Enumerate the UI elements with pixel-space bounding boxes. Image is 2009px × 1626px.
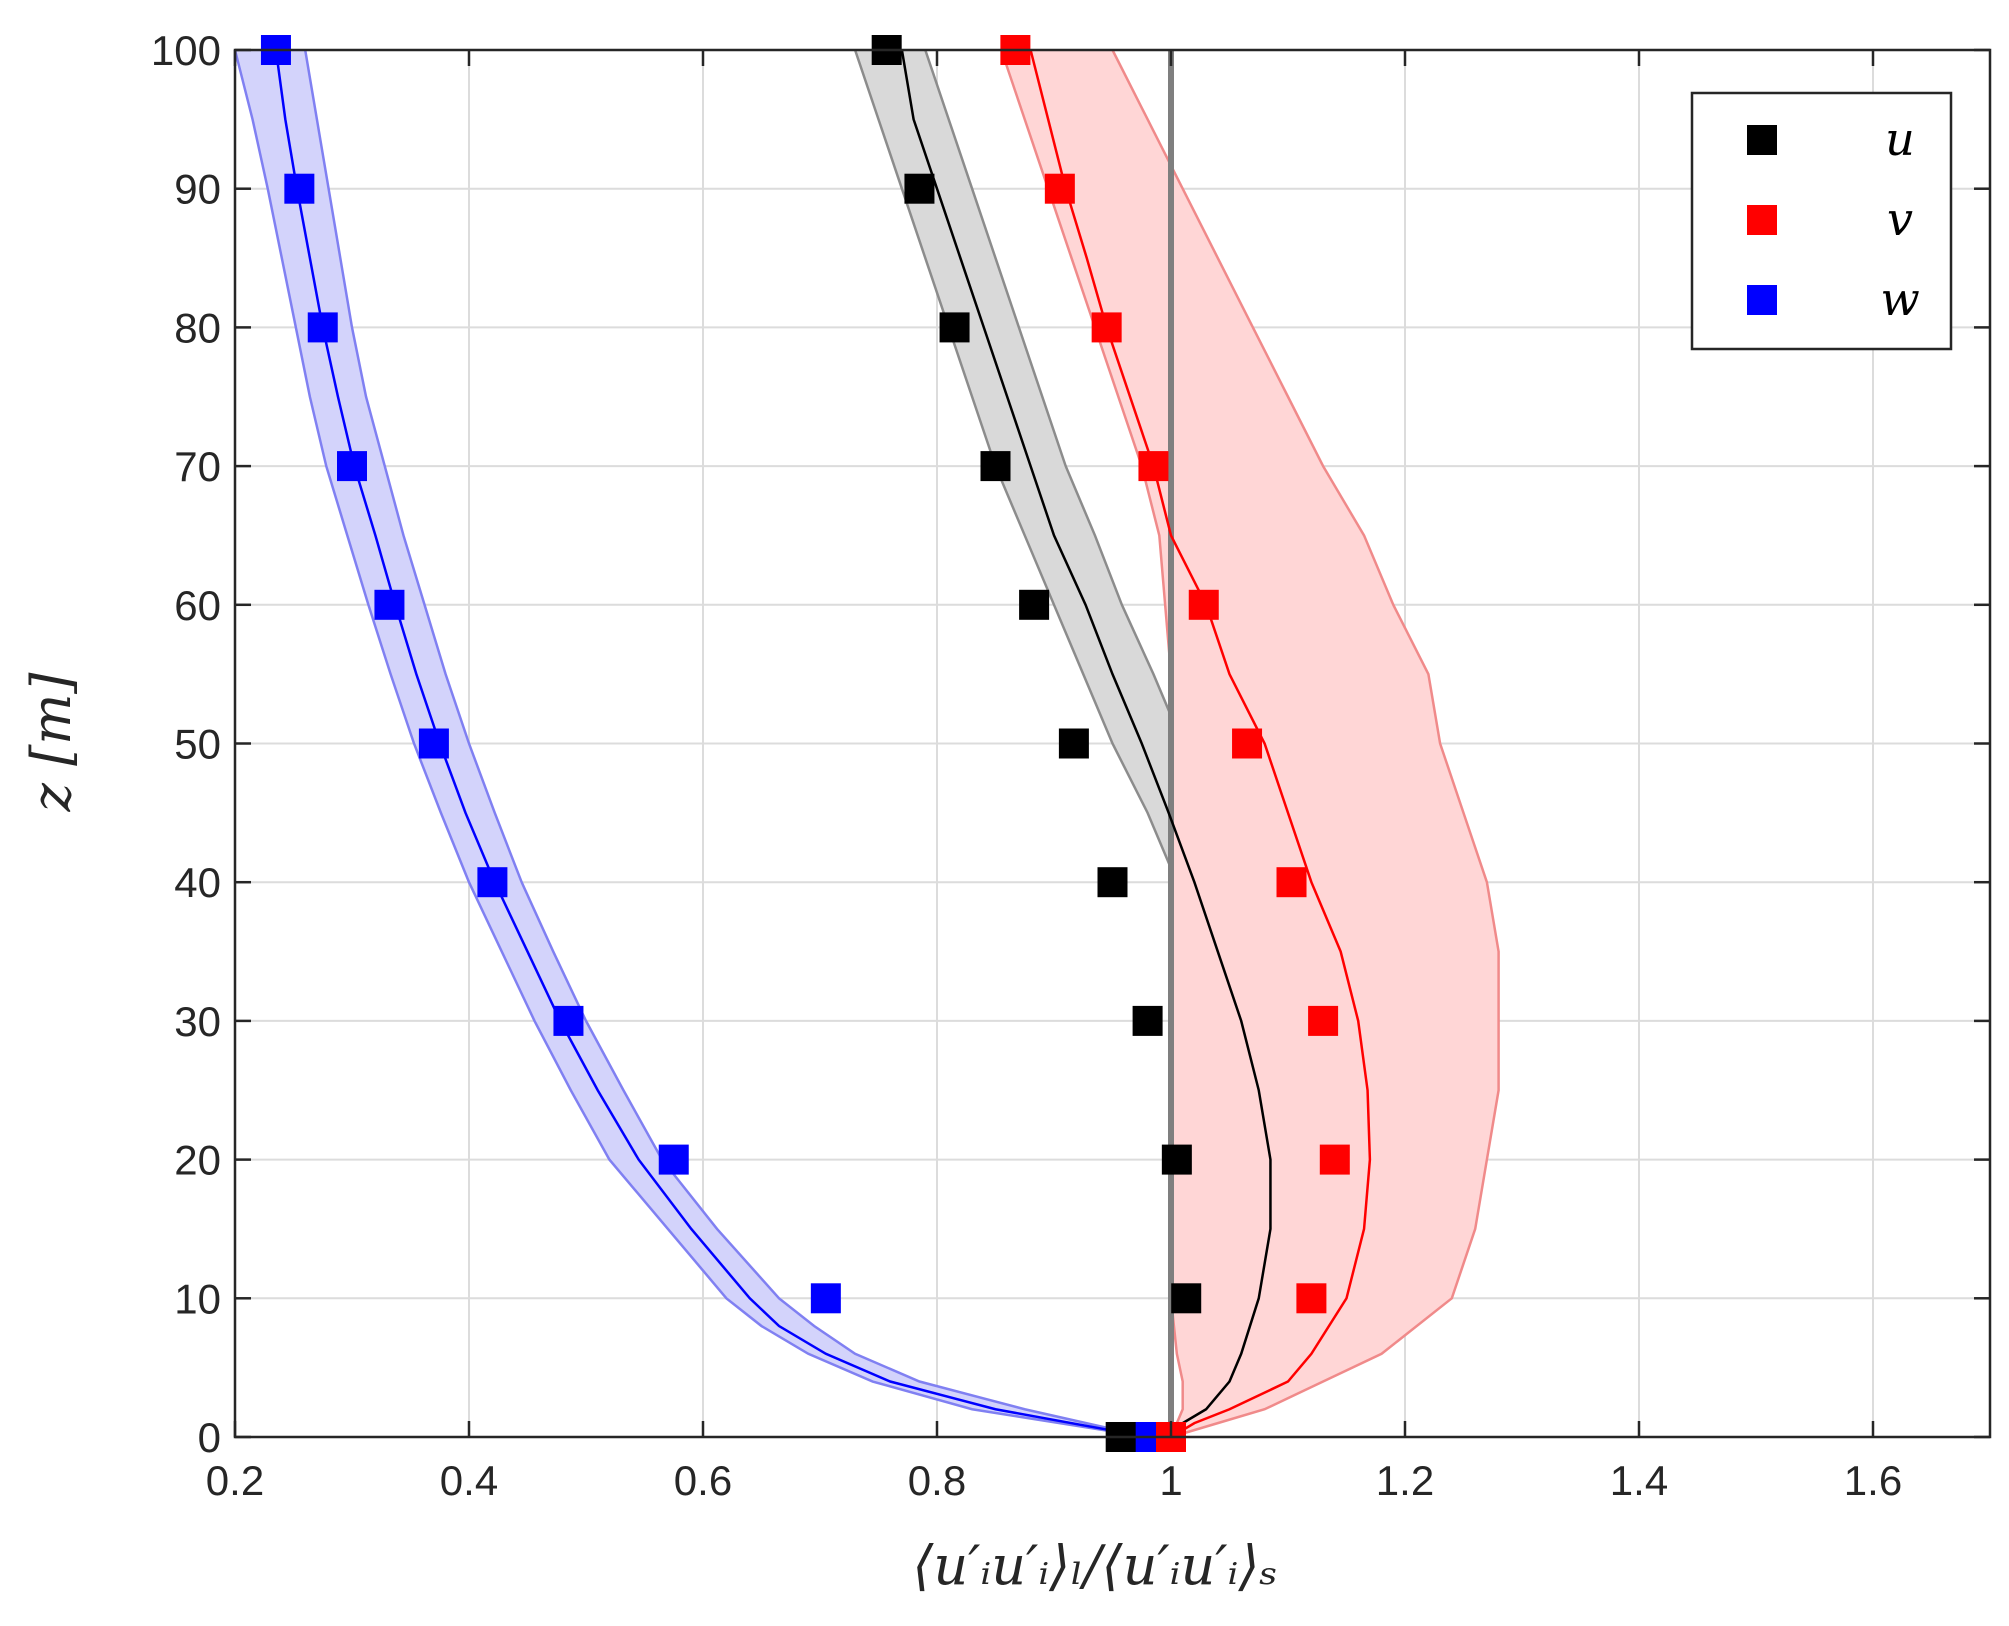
- marker-w-4: [477, 867, 508, 898]
- marker-u-3: [1132, 1005, 1163, 1036]
- legend-label-u: u: [1885, 112, 1915, 166]
- axes: [233, 48, 1992, 1439]
- legend: uvw: [1690, 91, 1953, 351]
- marker-v-6: [1188, 589, 1219, 620]
- y-tick-label-8: 80: [174, 304, 221, 351]
- band-upper-edge-w: [303, 49, 1148, 1439]
- marker-u-8: [939, 312, 970, 343]
- y-tick-label-3: 30: [174, 998, 221, 1045]
- marker-v-7: [1138, 451, 1169, 482]
- band-lower-edge-w: [233, 49, 1148, 1439]
- x-tick-label-4: 1: [1159, 1457, 1182, 1504]
- marker-u-4: [1097, 867, 1128, 898]
- legend-label-w: w: [1880, 272, 1919, 326]
- x-tick-label-1: 0.4: [440, 1457, 498, 1504]
- band-upper-edge-v: [1111, 49, 1500, 1439]
- marker-v-4: [1276, 867, 1307, 898]
- legend-box: [1690, 91, 1953, 351]
- x-tick-label-5: 1.2: [1376, 1457, 1434, 1504]
- marker-v-5: [1232, 728, 1263, 759]
- x-axis-title: ⟨u′ᵢu′ᵢ⟩ₗ/⟨u′ᵢu′ᵢ⟩ₛ: [912, 1534, 1277, 1597]
- x-tick-label-2: 0.6: [674, 1457, 732, 1504]
- x-tick-label-3: 0.8: [908, 1457, 966, 1504]
- mean-line-u: [900, 49, 1272, 1438]
- marker-v-1: [1296, 1283, 1327, 1314]
- marker-v-2: [1319, 1144, 1350, 1175]
- marker-v-9: [1044, 173, 1075, 204]
- marker-w-2: [658, 1144, 689, 1175]
- marker-v-3: [1308, 1005, 1339, 1036]
- marker-u-2: [1161, 1144, 1192, 1175]
- marker-w-7: [337, 451, 367, 482]
- legend-marker-u: [1747, 125, 1777, 155]
- y-tick-label-10: 100: [151, 27, 221, 74]
- marker-u-1: [1171, 1283, 1202, 1314]
- marker-w-9: [284, 173, 315, 204]
- marker-w-3: [553, 1005, 584, 1036]
- marker-u-5: [1058, 728, 1089, 759]
- x-tick-label-0: 0.2: [206, 1457, 264, 1504]
- x-tick-label-7: 1.6: [1844, 1457, 1902, 1504]
- y-tick-label-0: 0: [198, 1414, 221, 1461]
- legend-label-v: v: [1887, 192, 1913, 246]
- y-axis-title: z [m]: [20, 672, 83, 813]
- y-tick-label-7: 70: [174, 443, 221, 490]
- data-markers: [260, 35, 1350, 1452]
- x-tick-label-6: 1.4: [1610, 1457, 1668, 1504]
- marker-u-6: [1019, 589, 1050, 620]
- marker-w-1: [810, 1283, 841, 1314]
- y-tick-label-9: 90: [174, 166, 221, 213]
- tick-labels: 0.2 0.4 0.6 0.8 1 1.2 1.4 1.6 0 10 20 30 40 50 60 70 80 9…: [151, 27, 1902, 1504]
- marker-w-5: [418, 728, 449, 759]
- y-tick-label-5: 50: [174, 721, 221, 768]
- marker-v-8: [1091, 312, 1122, 343]
- legend-marker-w: [1747, 285, 1777, 315]
- legend-marker-v: [1747, 205, 1777, 235]
- y-tick-label-1: 10: [174, 1275, 221, 1322]
- marker-w-8: [307, 312, 338, 343]
- y-tick-label-6: 60: [174, 582, 221, 629]
- marker-u-7: [980, 451, 1011, 482]
- band-w: [235, 50, 1148, 1437]
- y-tick-label-2: 20: [174, 1137, 221, 1184]
- marker-w-6: [374, 589, 405, 620]
- marker-u-9: [904, 173, 935, 204]
- y-tick-label-4: 40: [174, 859, 221, 906]
